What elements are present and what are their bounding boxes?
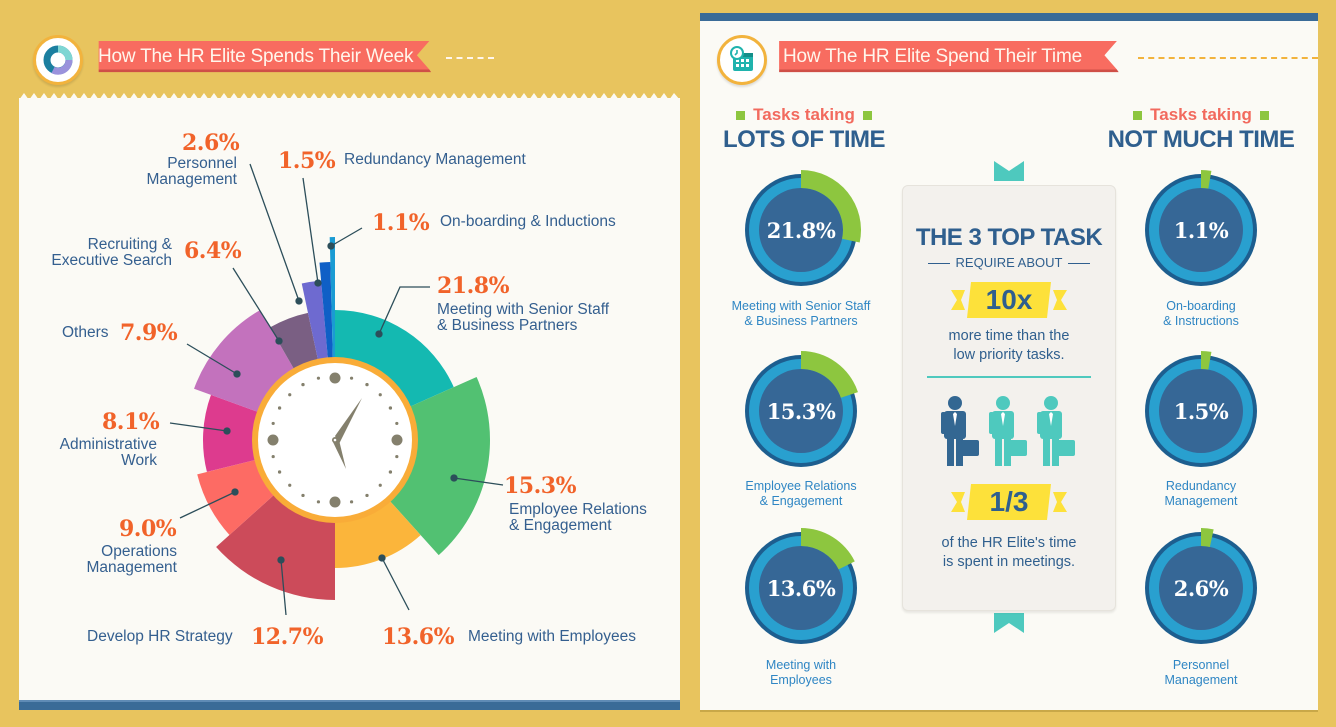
chart-segment bbox=[197, 459, 276, 536]
dashed-divider bbox=[1138, 57, 1318, 59]
label-low-task-3: Personnel Management bbox=[1164, 658, 1238, 687]
donut-top-task-3: 13.6% bbox=[741, 528, 861, 648]
label-develop-hr-strategy: Develop HR Strategy bbox=[87, 628, 233, 645]
left-footer-bar bbox=[19, 700, 680, 710]
donut-top-task-2: 15.3% bbox=[741, 351, 861, 471]
business-people-icon bbox=[941, 396, 1075, 466]
pct-meeting-employees: 13.6% bbox=[382, 624, 455, 650]
pct-personnel-management: 2.6% bbox=[182, 130, 240, 156]
bookmark-down-icon bbox=[994, 161, 1024, 181]
green-marker-icon bbox=[1259, 110, 1269, 120]
bookmark-up-icon bbox=[994, 613, 1024, 633]
pct-others: 7.9% bbox=[120, 320, 178, 346]
label-employee-relations: Employee Relations & Engagement bbox=[509, 501, 647, 534]
donut-low-task-3: 2.6% bbox=[1141, 528, 1261, 648]
donut-low-task-2: 1.5% bbox=[1141, 351, 1261, 471]
label-low-task-1: On-boarding & Instructions bbox=[1163, 299, 1239, 328]
label-personnel-management: Personnel Management bbox=[146, 155, 237, 188]
ribbon-shape bbox=[98, 41, 432, 73]
radial-pie-chart bbox=[169, 163, 504, 616]
not-much-time-heading: Tasks taking NOT MUCH TIME bbox=[1107, 105, 1295, 153]
pct-operations-management: 9.0% bbox=[119, 516, 177, 542]
label-others: Others bbox=[62, 324, 109, 341]
pct-onboarding: 1.1% bbox=[372, 210, 430, 236]
green-marker-icon bbox=[862, 110, 872, 120]
right-title-banner: How The HR Elite Spend Their Time bbox=[758, 41, 1138, 73]
left-title-banner: How The HR Elite Spends Their Week bbox=[78, 41, 450, 73]
left-header: How The HR Elite Spends Their Week bbox=[0, 0, 690, 98]
right-title: How The HR Elite Spend Their Time bbox=[783, 46, 1082, 67]
chart-segment bbox=[203, 394, 260, 472]
label-low-task-2: Redundancy Management bbox=[1164, 479, 1238, 508]
chart-segment bbox=[335, 310, 454, 408]
donut-top-task-1: 21.8% bbox=[741, 170, 861, 290]
callout-title: THE 3 TOP TASK bbox=[915, 224, 1103, 251]
chart-segment bbox=[335, 499, 421, 568]
zigzag-edge bbox=[19, 93, 680, 100]
green-marker-icon bbox=[1133, 110, 1143, 120]
right-top-bar bbox=[700, 13, 1318, 21]
donut-chart-icon bbox=[33, 35, 83, 85]
label-recruiting: Recruiting & Executive Search bbox=[51, 236, 172, 269]
divider bbox=[927, 376, 1091, 378]
fraction-banner: 1/3 bbox=[951, 484, 1067, 520]
label-redundancy-management: Redundancy Management bbox=[344, 151, 526, 168]
label-top-task-1: Meeting with Senior Staff & Business Part… bbox=[731, 299, 871, 328]
label-meeting-senior-staff: Meeting with Senior Staff & Business Part… bbox=[437, 301, 610, 334]
pct-recruiting: 6.4% bbox=[184, 238, 242, 264]
chart-segment bbox=[194, 310, 295, 413]
clock-calendar-icon bbox=[717, 35, 767, 85]
label-top-task-2: Employee Relations & Engagement bbox=[745, 479, 857, 508]
label-administrative-work: Administrative Work bbox=[59, 436, 157, 469]
multiplier-text: more time than the low priority tasks. bbox=[948, 328, 1070, 363]
donut-low-task-1: 1.1% bbox=[1141, 170, 1261, 290]
chart-segment bbox=[301, 280, 329, 362]
chart-segment bbox=[216, 493, 335, 600]
label-operations-management: Operations Management bbox=[86, 543, 177, 576]
top-tasks-callout: THE 3 TOP TASK REQUIRE ABOUT 10x more ti… bbox=[902, 185, 1116, 611]
chart-segment bbox=[319, 262, 333, 361]
right-panel: How The HR Elite Spend Their Time Tasks … bbox=[700, 13, 1318, 710]
label-top-task-3: Meeting with Employees bbox=[765, 658, 837, 687]
pct-administrative-work: 8.1% bbox=[102, 409, 160, 435]
left-title: How The HR Elite Spends Their Week bbox=[98, 46, 414, 67]
pct-redundancy-management: 1.5% bbox=[278, 148, 336, 174]
pct-develop-hr-strategy: 12.7% bbox=[251, 624, 324, 650]
pct-employee-relations: 15.3% bbox=[504, 473, 577, 499]
lots-of-time-heading: Tasks taking LOTS OF TIME bbox=[723, 105, 886, 153]
dashed-divider bbox=[446, 57, 494, 59]
chart-segment bbox=[270, 312, 319, 371]
green-marker-icon bbox=[736, 110, 746, 120]
pct-meeting-senior-staff: 21.8% bbox=[437, 273, 510, 299]
label-meeting-employees: Meeting with Employees bbox=[468, 628, 636, 645]
callout-subtitle: REQUIRE ABOUT bbox=[903, 255, 1115, 270]
leader-lines bbox=[169, 163, 504, 616]
fraction-text: of the HR Elite's time is spent in meetin… bbox=[941, 535, 1077, 570]
multiplier-banner: 10x bbox=[951, 282, 1067, 318]
chart-segment bbox=[329, 237, 335, 361]
label-onboarding: On-boarding & Inductions bbox=[440, 213, 616, 230]
clock-icon bbox=[252, 357, 418, 523]
